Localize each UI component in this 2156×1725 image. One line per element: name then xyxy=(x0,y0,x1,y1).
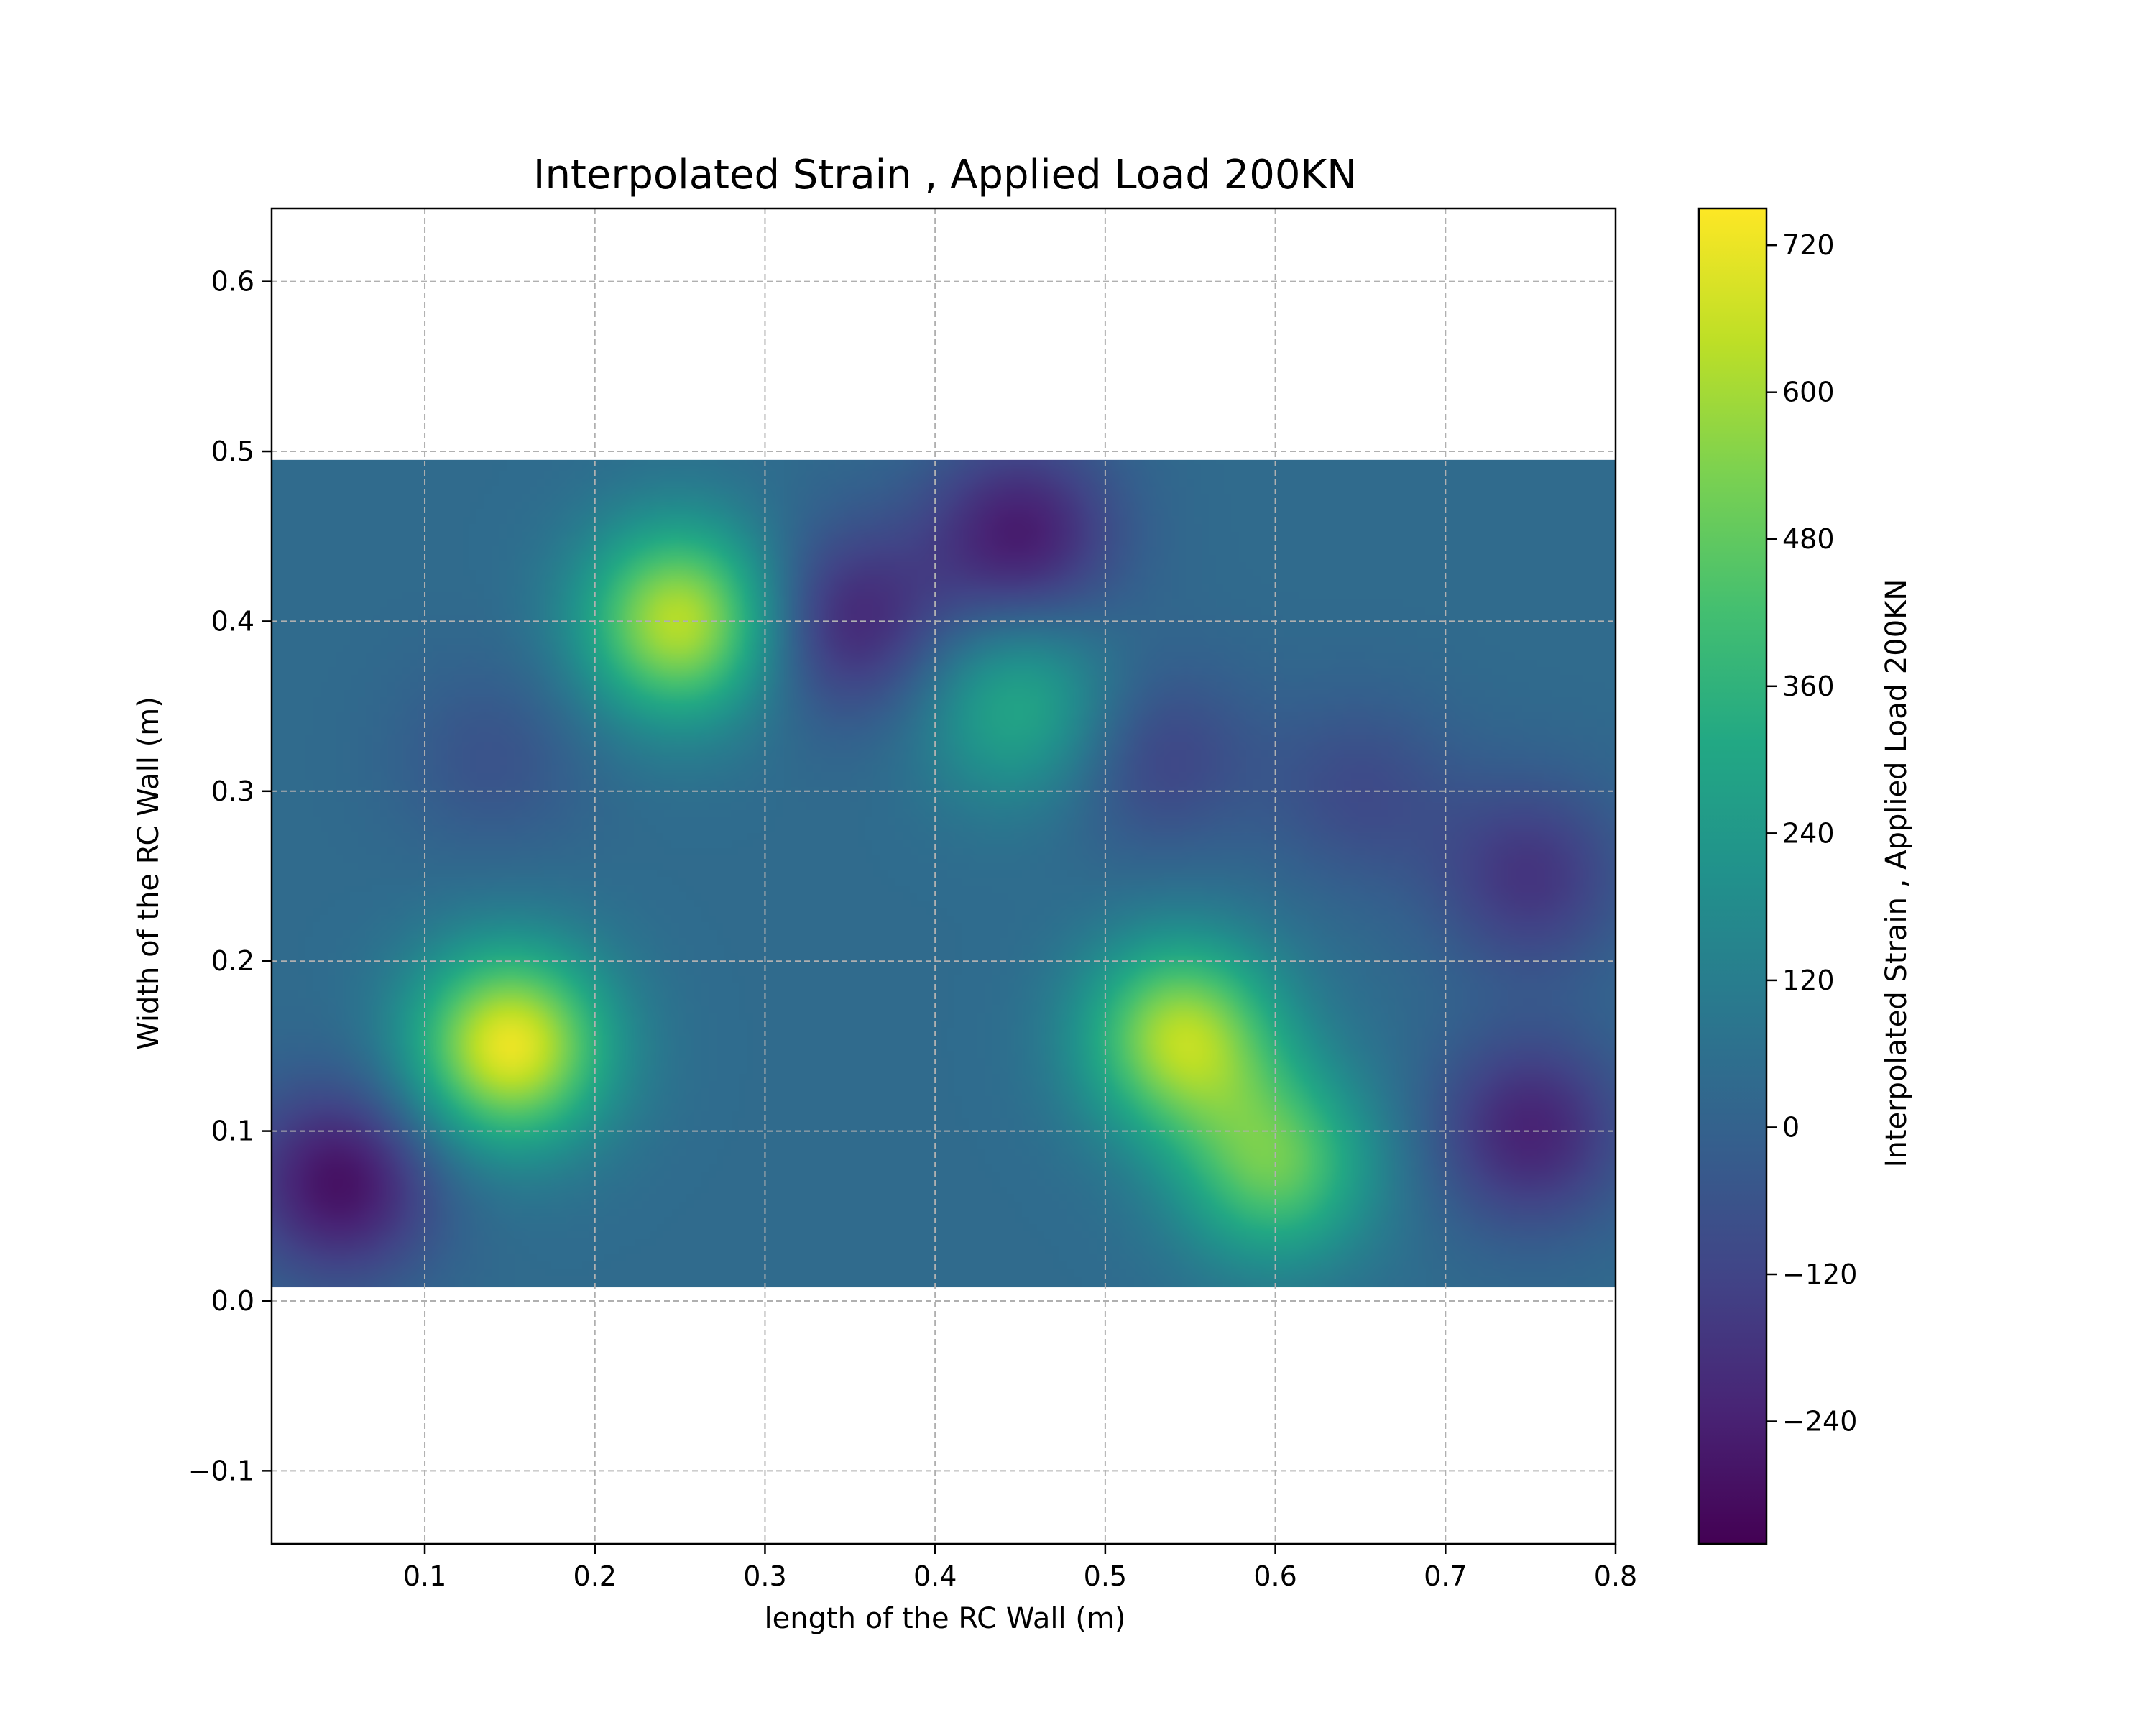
y-tick-label: 0.5 xyxy=(211,436,254,467)
colorbar-tick-label: −240 xyxy=(1782,1406,1857,1438)
x-tick-label: 0.1 xyxy=(403,1560,446,1592)
y-axis-ticks: −0.1 0.0 0.1 0.2 0.3 0.4 0.5 0.6 xyxy=(188,266,272,1486)
plot-frame xyxy=(270,207,1617,1545)
x-axis-label: length of the RC Wall (m) xyxy=(765,1602,1126,1635)
x-tick-label: 0.5 xyxy=(1084,1560,1127,1592)
x-tick-label: 0.3 xyxy=(743,1560,786,1592)
grid-lines xyxy=(272,208,1616,1544)
x-axis-ticks: 0.1 0.2 0.3 0.4 0.5 0.6 0.7 0.8 xyxy=(403,1544,1637,1592)
y-axis-label: Width of the RC Wall (m) xyxy=(132,696,165,1050)
y-tick-label: 0.2 xyxy=(211,945,254,977)
colorbar: 720 600 480 360 240 120 0 −120 −240 xyxy=(1697,207,1857,1545)
colorbar-tick-label: 480 xyxy=(1782,523,1835,555)
colorbar-label: Interpolated Strain , Applied Load 200KN xyxy=(1880,579,1913,1168)
colorbar-tick-label: −120 xyxy=(1782,1259,1857,1290)
y-tick-label: 0.1 xyxy=(211,1116,254,1147)
strain-heatmap xyxy=(272,459,1616,1288)
colorbar-tick-label: 0 xyxy=(1782,1111,1800,1143)
x-tick-label: 0.2 xyxy=(573,1560,617,1592)
chart-title: Interpolated Strain , Applied Load 200KN xyxy=(533,152,1357,198)
x-tick-label: 0.4 xyxy=(913,1560,957,1592)
y-tick-label: 0.6 xyxy=(211,266,254,298)
colorbar-frame xyxy=(1697,207,1768,1545)
colorbar-tick-label: 120 xyxy=(1782,965,1835,996)
x-tick-label: 0.7 xyxy=(1424,1560,1467,1592)
x-tick-label: 0.6 xyxy=(1253,1560,1296,1592)
colorbar-tick-label: 240 xyxy=(1782,817,1835,849)
y-tick-label: −0.1 xyxy=(188,1455,254,1486)
y-tick-label: 0.3 xyxy=(211,776,254,807)
y-tick-label: 0.0 xyxy=(211,1285,254,1317)
colorbar-tick-label: 720 xyxy=(1782,229,1835,261)
plot-area: 0.1 0.2 0.3 0.4 0.5 0.6 0.7 0.8 −0.10.00.10.20.… xyxy=(188,207,1637,1592)
x-tick-label: 0.8 xyxy=(1594,1560,1637,1592)
colorbar-ticks: 720 600 480 360 240 120 0 −120 −240 xyxy=(1766,229,1857,1438)
colorbar-tick-label: 600 xyxy=(1782,377,1835,408)
y-tick-label: 0.4 xyxy=(211,605,254,637)
colorbar-tick-label: 360 xyxy=(1782,671,1835,702)
colorbar-gradient xyxy=(1699,208,1766,1544)
